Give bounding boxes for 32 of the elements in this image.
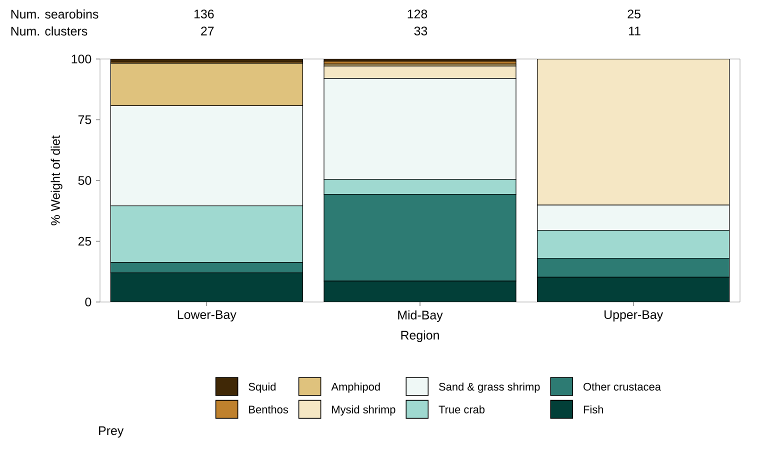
text: 11 xyxy=(629,26,640,36)
bar xyxy=(324,66,516,79)
legend-label: Fish xyxy=(584,405,604,414)
legend-label: Other crustacea xyxy=(584,382,661,391)
text: Num. searobins xyxy=(11,9,98,19)
x-tick-label: Upper-Bay xyxy=(604,310,664,322)
text: 136 xyxy=(194,10,214,18)
legend-label: Sand & grass shrimp xyxy=(439,382,540,393)
bar xyxy=(324,281,516,302)
bar xyxy=(537,276,730,302)
y-tick-label: 25 xyxy=(78,236,92,246)
bar xyxy=(537,58,730,206)
legend-label: Benthos xyxy=(249,405,288,414)
y-tick-label: 75 xyxy=(78,115,92,124)
y-axis-title: % Weight of diet xyxy=(50,135,62,226)
legend-label: Mysid shrimp xyxy=(332,405,396,416)
legend-label: Amphipod xyxy=(331,382,380,393)
bar xyxy=(110,272,303,302)
text: 25 xyxy=(628,10,640,18)
y-tick-label: 0 xyxy=(85,298,92,306)
legend-label: Squid xyxy=(248,382,276,393)
y-tick-label: 100 xyxy=(72,54,92,64)
text: Num. clusters xyxy=(11,26,88,36)
x-axis-title: Region xyxy=(401,330,439,342)
x-tick-label: Mid-Bay xyxy=(398,310,443,322)
text: 27 xyxy=(201,26,214,36)
y-tick-label: 50 xyxy=(78,176,92,185)
legend-title: Prey xyxy=(99,426,124,438)
text: 33 xyxy=(414,26,428,36)
x-tick-label: Lower-Bay xyxy=(178,310,236,322)
text: 128 xyxy=(408,10,428,18)
legend-label: True crab xyxy=(438,405,485,414)
